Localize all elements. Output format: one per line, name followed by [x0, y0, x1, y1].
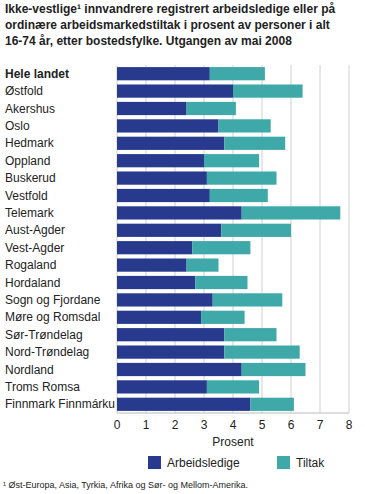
bar [117, 345, 224, 358]
bar [221, 224, 291, 237]
tick-label: 4 [230, 418, 237, 432]
category-label: Rogaland [5, 258, 56, 272]
bar [117, 154, 204, 167]
bar [195, 276, 247, 289]
category-label: Hele landet [5, 67, 69, 81]
legend-swatch [277, 456, 290, 469]
tick-label: 2 [172, 418, 179, 432]
footnote: ¹ Øst-Europa, Asia, Tyrkia, Afrika og Sø… [3, 480, 248, 490]
bar [117, 276, 195, 289]
grid-line [262, 65, 263, 413]
tick-label: 0 [114, 418, 121, 432]
tick-label: 8 [346, 418, 353, 432]
category-label: Sogn og Fjordane [5, 293, 101, 307]
bar [219, 119, 271, 132]
category-label: Buskerud [5, 171, 56, 185]
bar [117, 328, 224, 341]
grid-line [349, 65, 350, 413]
bar [117, 311, 201, 324]
bar [117, 189, 210, 202]
bar [207, 380, 259, 393]
bar [242, 206, 341, 219]
legend-label: Tiltak [296, 456, 325, 470]
bar [242, 363, 306, 376]
category-label: Nord-Trøndelag [5, 345, 89, 359]
grid-line [320, 65, 321, 413]
bar [201, 311, 245, 324]
bar [117, 171, 207, 184]
grid-line [291, 65, 292, 413]
category-label: Aust-Agder [5, 223, 65, 237]
axis-line [117, 413, 349, 414]
bar [117, 258, 187, 271]
category-label: Vest-Agder [5, 241, 64, 255]
bar [204, 154, 259, 167]
bar [117, 293, 213, 306]
bar [117, 398, 250, 411]
grid-line [175, 65, 176, 413]
category-label: Akershus [5, 102, 55, 116]
legend-label: Arbeidsledige [167, 456, 240, 470]
bar [207, 171, 277, 184]
category-label: Hordaland [5, 276, 60, 290]
bar [224, 137, 285, 150]
bar [117, 363, 242, 376]
category-label: Sør-Trøndelag [5, 328, 83, 342]
tick-label: 1 [143, 418, 150, 432]
bar [233, 84, 303, 97]
category-label: Møre og Romsdal [5, 310, 100, 324]
bar [117, 119, 219, 132]
bar [117, 206, 242, 219]
category-label: Oslo [5, 119, 30, 133]
bar [117, 241, 192, 254]
category-label: Østfold [5, 84, 43, 98]
title: Ikke-vestlige¹ innvandrere registrert ar… [5, 2, 335, 48]
bar [192, 241, 250, 254]
tick-label: 5 [259, 418, 266, 432]
grid-line [204, 65, 205, 413]
bar [187, 258, 219, 271]
tick-label: 6 [288, 418, 295, 432]
bar [117, 84, 233, 97]
bar [210, 189, 268, 202]
axis-label: Prosent [212, 435, 254, 449]
grid-line [146, 65, 147, 413]
bar [117, 224, 221, 237]
bar [187, 102, 236, 115]
category-label: Hedmark [5, 136, 55, 150]
bar [224, 345, 299, 358]
title-line: ordinære arbeidsmarkedstiltak i prosent … [5, 18, 330, 32]
bars [117, 67, 340, 411]
bar [210, 67, 265, 80]
title-line: 16-74 år, etter bostedsfylke. Utgangen a… [5, 34, 292, 48]
category-label: Finnmark Finnmárku [5, 397, 115, 411]
legend-swatch [148, 456, 161, 469]
tick-label: 3 [201, 418, 208, 432]
title-line: Ikke-vestlige¹ innvandrere registrert ar… [5, 2, 335, 16]
category-label: Troms Romsa [5, 380, 80, 394]
category-label: Oppland [5, 154, 50, 168]
grid-line [233, 65, 234, 413]
bar [117, 102, 187, 115]
bar [117, 137, 224, 150]
category-label: Vestfold [5, 189, 48, 203]
tick-label: 7 [317, 418, 324, 432]
category-label: Telemark [5, 206, 55, 220]
category-label: Nordland [5, 363, 54, 377]
bar [213, 293, 283, 306]
bar [117, 380, 207, 393]
bar [224, 328, 276, 341]
bar [117, 67, 210, 80]
bar [250, 398, 294, 411]
grid-line [117, 65, 118, 413]
chart: Ikke-vestlige¹ innvandrere registrert ar… [0, 0, 365, 494]
